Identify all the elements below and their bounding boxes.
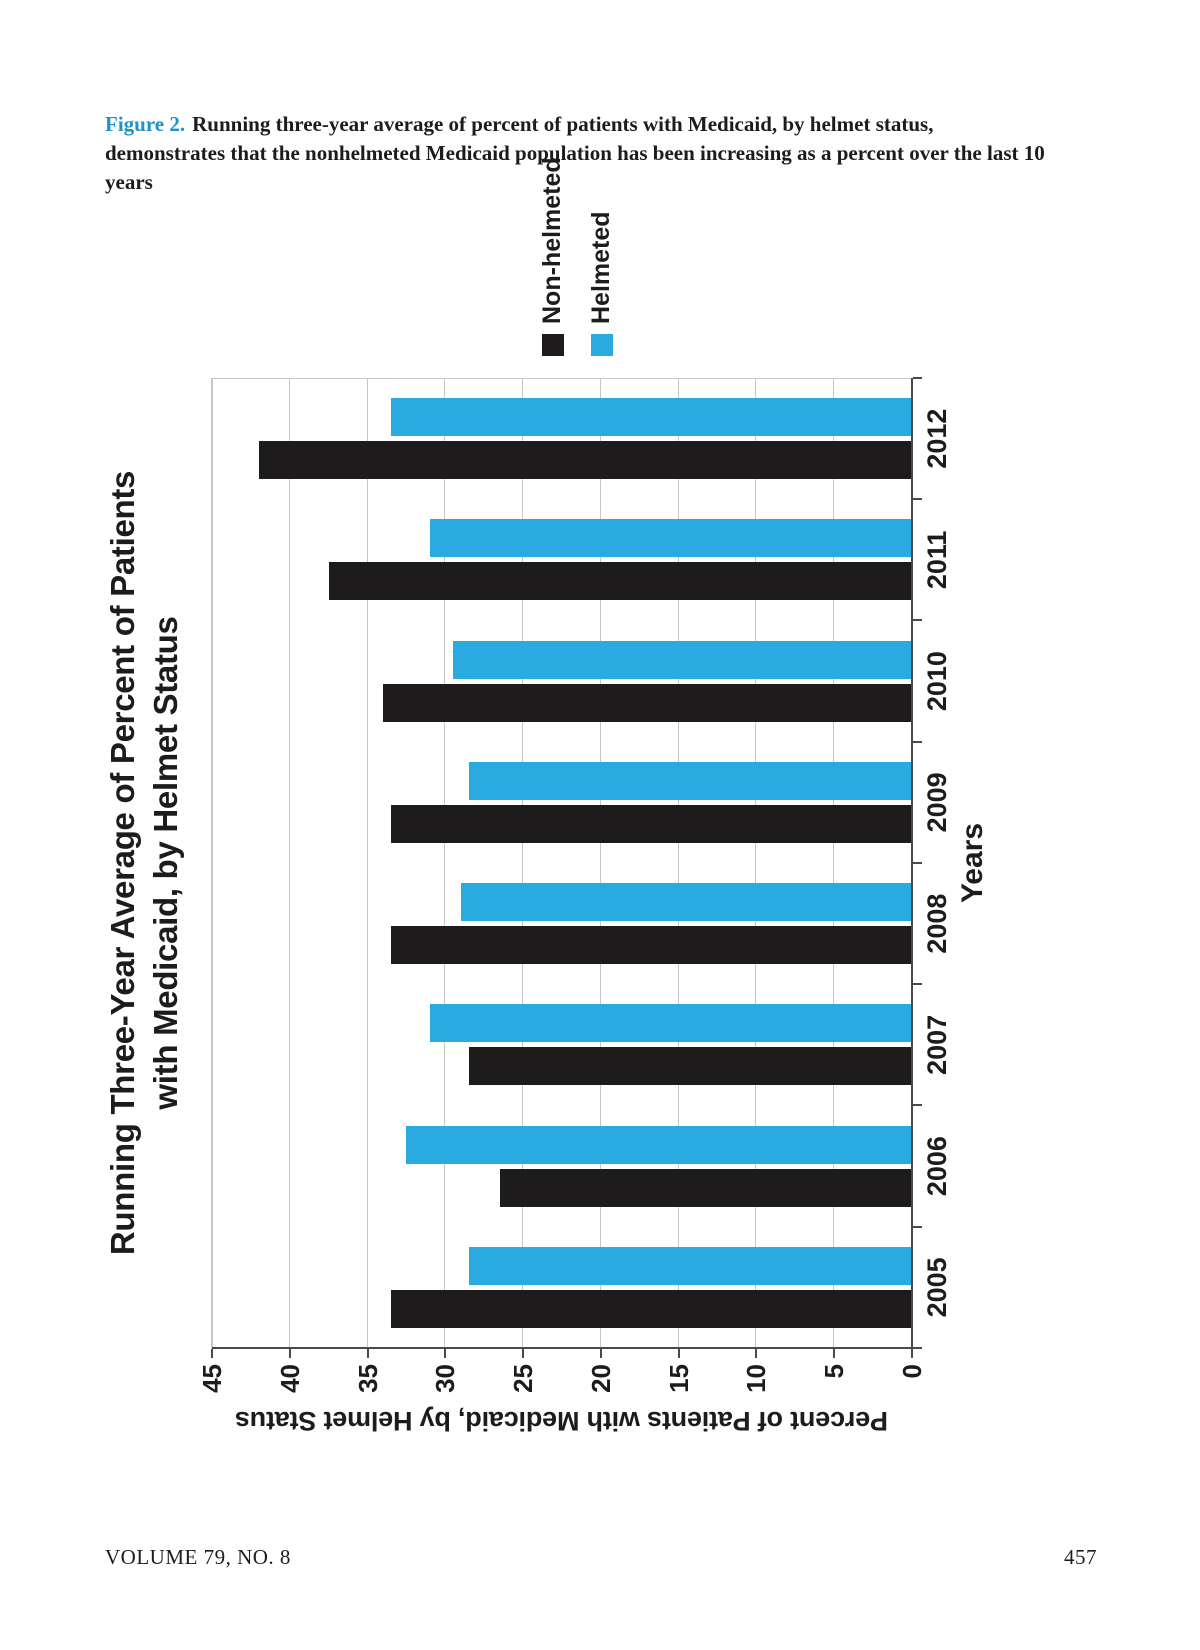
- y-tick-label-15: 15: [663, 1364, 694, 1393]
- bar-2010-non-helmeted: [383, 683, 912, 722]
- y-tick-mark-0: [911, 1349, 913, 1358]
- x-tick-mark-6: [913, 619, 922, 622]
- y-tick-label-5: 5: [819, 1364, 850, 1379]
- figure-2-chart: Running Three-Year Average of Percent of…: [100, 157, 990, 1438]
- bar-2012-helmeted: [390, 398, 912, 437]
- y-tick-label-30: 30: [430, 1364, 461, 1393]
- non-helmeted-swatch-icon: [541, 334, 564, 356]
- y-tick-label-35: 35: [352, 1364, 383, 1393]
- page-number: 457: [1064, 1545, 1097, 1569]
- legend-label-helmeted: Helmeted: [587, 211, 615, 324]
- x-tick-mark-3: [913, 983, 922, 986]
- y-tick-label-10: 10: [741, 1364, 772, 1393]
- bar-2011-non-helmeted: [328, 562, 912, 601]
- x-tick-label-2010: 2010: [922, 651, 952, 712]
- x-tick-mark-8: [913, 377, 922, 379]
- bar-2009-helmeted: [468, 761, 912, 800]
- bar-2012-non-helmeted: [258, 441, 912, 480]
- bar-2008-helmeted: [460, 883, 912, 922]
- plot-area: [211, 377, 922, 1358]
- legend-item-helmeted: Helmeted: [587, 157, 616, 356]
- y-axis-tick-labels: 0 5 10 15 20 25 30 35 40 45: [197, 1364, 927, 1438]
- x-tick-label-2007: 2007: [922, 1014, 952, 1075]
- bar-2010-helmeted: [453, 640, 912, 679]
- y-tick-mark-40: [288, 1349, 291, 1358]
- y-tick-label-45: 45: [197, 1364, 227, 1393]
- y-tick-mark-20: [599, 1349, 602, 1358]
- volume-info: VOLUME 79, NO. 8: [105, 1545, 291, 1569]
- y-tick-mark-45: [211, 1349, 213, 1358]
- chart-title-line2: with Medicaid, by Helmet Status: [146, 616, 184, 1110]
- bar-2007-non-helmeted: [468, 1047, 912, 1086]
- bar-2005-helmeted: [468, 1246, 912, 1285]
- chart-title-line1: Running Three-Year Average of Percent of…: [104, 470, 141, 1256]
- x-tick-mark-0: [913, 1347, 922, 1349]
- page-footer: VOLUME 79, NO. 8 457: [105, 1545, 1097, 1570]
- bar-2008-non-helmeted: [390, 926, 912, 965]
- y-tick-label-40: 40: [274, 1364, 305, 1393]
- figure-caption: Figure 2. Running three-year average of p…: [105, 110, 1053, 197]
- helmeted-swatch-icon: [590, 334, 613, 356]
- x-axis-label: Years: [956, 822, 989, 904]
- x-tick-mark-5: [913, 740, 922, 743]
- y-tick-mark-35: [366, 1349, 369, 1358]
- x-tick-label-2005: 2005: [922, 1257, 952, 1318]
- x-tick-mark-1: [913, 1225, 922, 1228]
- bar-2006-helmeted: [406, 1125, 912, 1164]
- x-tick-label-2012: 2012: [922, 408, 952, 469]
- y-tick-label-20: 20: [585, 1364, 616, 1393]
- y-axis-line: [212, 1347, 913, 1349]
- bar-2006-non-helmeted: [499, 1168, 912, 1207]
- x-tick-mark-2: [913, 1104, 922, 1107]
- chart-title: Running Three-Year Average of Percent of…: [102, 378, 188, 1348]
- x-tick-mark-7: [913, 498, 922, 501]
- y-tick-label-0: 0: [897, 1364, 927, 1379]
- x-tick-label-2009: 2009: [922, 772, 952, 833]
- y-tick-mark-5: [833, 1349, 836, 1358]
- bar-2009-non-helmeted: [390, 804, 912, 843]
- x-tick-mark-4: [913, 862, 922, 864]
- bar-series: [212, 378, 912, 1348]
- bar-2011-helmeted: [429, 519, 912, 558]
- y-tick-mark-30: [444, 1349, 447, 1358]
- y-tick-label-25: 25: [508, 1364, 539, 1393]
- y-tick-mark-10: [755, 1349, 758, 1358]
- x-axis-tick-labels: 2005 2006 2007 2008 2009 2010 2011 2012: [922, 378, 956, 1348]
- y-tick-mark-25: [522, 1349, 525, 1358]
- figure-caption-label: Figure 2.: [105, 112, 186, 136]
- x-tick-label-2006: 2006: [922, 1136, 952, 1197]
- x-tick-label-2008: 2008: [922, 893, 952, 954]
- rotated-chart-canvas: Running Three-Year Average of Percent of…: [100, 157, 990, 1438]
- figure-caption-text: Running three-year average of percent of…: [105, 112, 1045, 194]
- legend-item-non-helmeted: Non-helmeted: [538, 157, 567, 356]
- y-tick-mark-15: [677, 1349, 680, 1358]
- bar-2005-non-helmeted: [390, 1289, 912, 1328]
- bar-2007-helmeted: [429, 1004, 912, 1043]
- legend-label-non-helmeted: Non-helmeted: [538, 157, 566, 324]
- x-tick-label-2011: 2011: [922, 530, 952, 590]
- legend: Non-helmeted Helmeted: [538, 157, 636, 356]
